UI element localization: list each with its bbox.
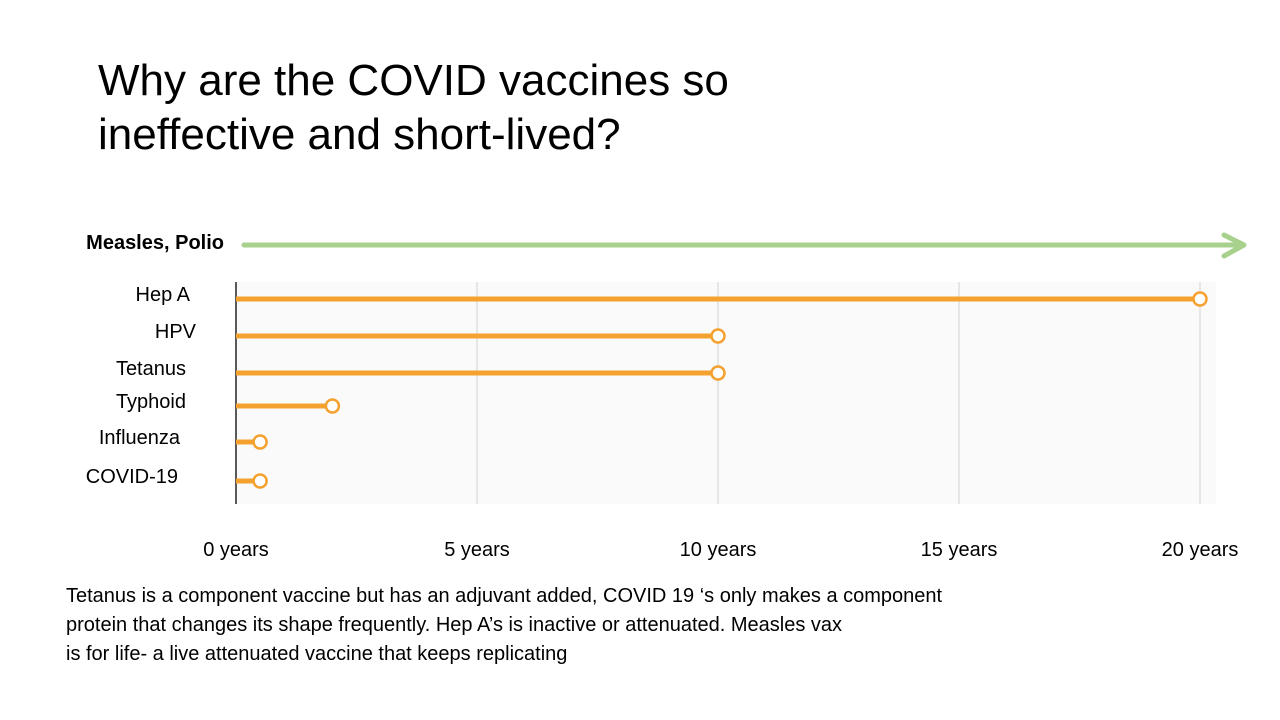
x-tick-label-15: 15 years: [921, 539, 998, 561]
category-label-typhoid: Typhoid: [116, 391, 186, 413]
bar-end-marker-covid-19: [252, 473, 268, 489]
footnote: Tetanus is a component vaccine but has a…: [66, 582, 1046, 669]
slide-title-line-1: Why are the COVID vaccines so: [98, 56, 729, 105]
category-label-tetanus: Tetanus: [116, 358, 186, 380]
grid-layer: [476, 282, 1201, 504]
plot-background: [236, 282, 1216, 504]
marks-layer: Hep A HPV Tetanus Typhoid Influenza COVID-19: [86, 284, 1208, 489]
top-arrow-label: Measles, Polio: [86, 232, 224, 254]
x-axis-ticks: 0 years 5 years 10 years 15 years 20 years: [203, 539, 1238, 561]
bar-end-marker-hpv: [710, 328, 726, 344]
x-tick-label-0: 0 years: [203, 539, 269, 561]
slide-title: Why are the COVID vaccines so ineffectiv…: [98, 54, 858, 162]
category-label-covid-19: COVID-19: [86, 466, 178, 488]
bar-end-marker-influenza: [252, 434, 268, 450]
footnote-line-2: protein that changes its shape frequentl…: [66, 614, 843, 636]
footnote-line-1: Tetanus is a component vaccine but has a…: [66, 585, 943, 607]
bar-end-marker-hep-a: [1192, 291, 1208, 307]
category-label-hep-a: Hep A: [136, 284, 191, 306]
top-arrow: Measles, Polio: [86, 232, 1247, 259]
top-arrow-head: [1221, 232, 1247, 259]
footnote-line-3: is for life- a live attenuated vaccine t…: [66, 643, 568, 665]
bar-end-marker-typhoid: [324, 398, 341, 414]
x-tick-label-10: 10 years: [680, 539, 757, 561]
x-tick-label-5: 5 years: [444, 539, 510, 561]
bar-end-marker-tetanus: [710, 365, 726, 381]
slide-title-line-2: ineffective and short-lived?: [98, 110, 621, 159]
x-tick-label-20: 20 years: [1162, 539, 1239, 561]
category-label-hpv: HPV: [155, 321, 197, 343]
category-label-influenza: Influenza: [99, 427, 181, 449]
